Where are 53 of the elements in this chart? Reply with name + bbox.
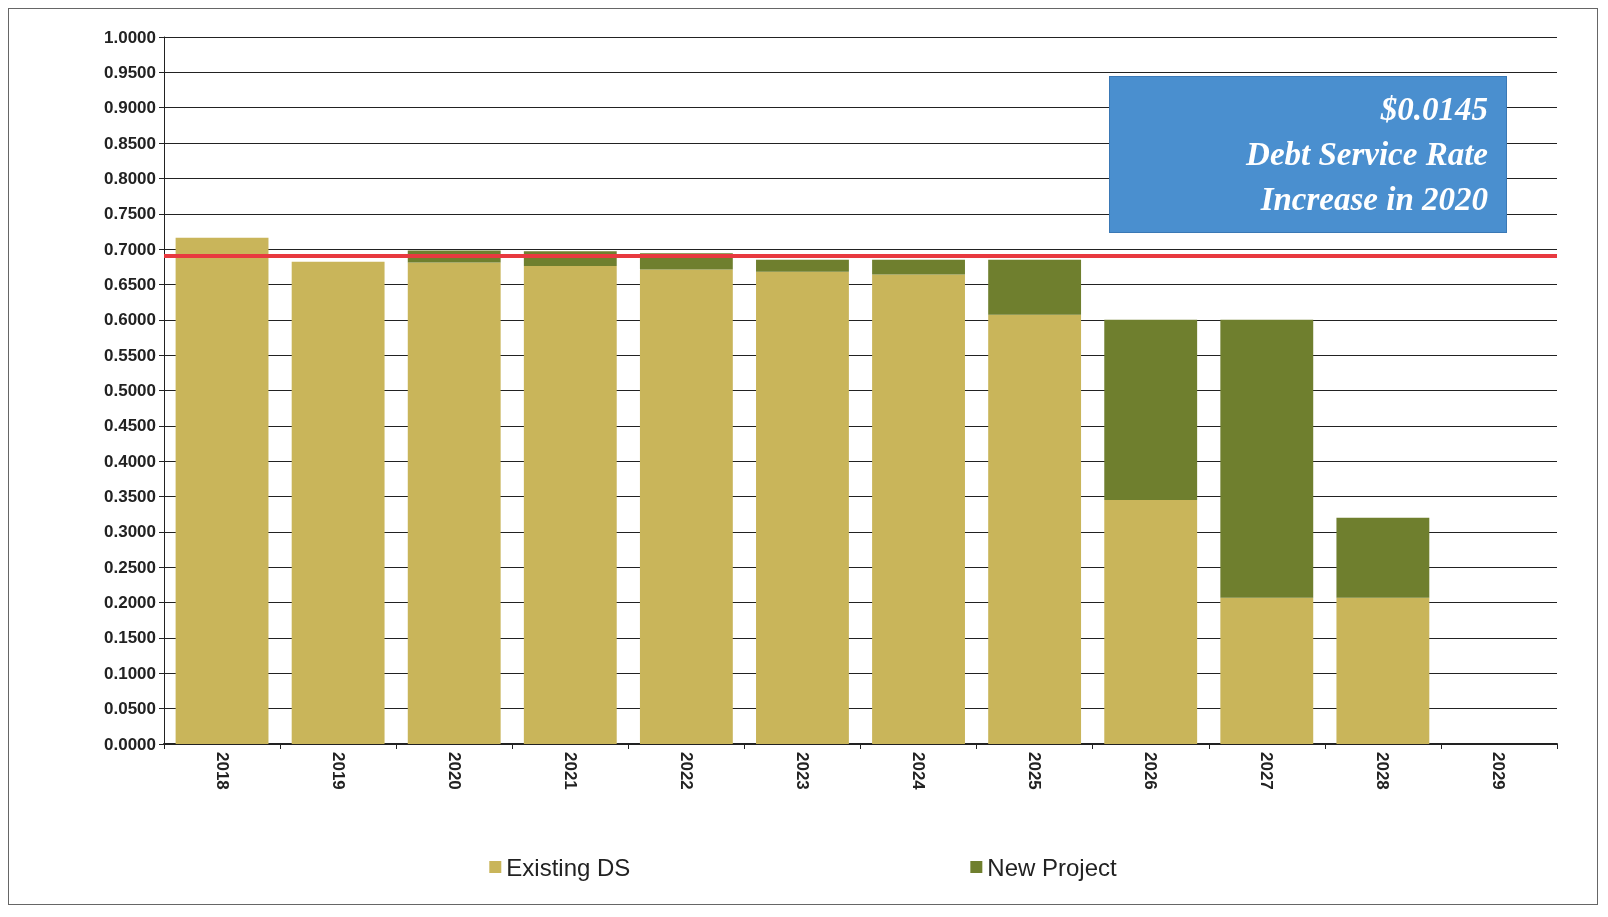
bar	[1336, 517, 1430, 598]
x-tick-label: 2022	[676, 752, 696, 790]
bar	[872, 259, 965, 275]
x-tick-label: 2023	[792, 752, 812, 790]
y-tick-label: 0.9500	[104, 62, 156, 82]
bar	[291, 261, 385, 744]
y-tick-label: 1.0000	[104, 27, 156, 47]
y-tick-label: 0.3000	[104, 522, 156, 542]
y-tick-label: 0.5500	[104, 345, 156, 365]
bar	[175, 237, 269, 744]
bar	[988, 259, 1082, 315]
bar	[523, 266, 617, 744]
y-tick-label: 0.8500	[104, 133, 156, 153]
bar	[407, 262, 501, 744]
x-tick-label: 2027	[1257, 752, 1277, 790]
bar	[756, 259, 849, 272]
bar	[1220, 319, 1314, 598]
x-tick-label: 2025	[1025, 752, 1045, 790]
y-tick-label: 0.6000	[104, 310, 156, 330]
bar	[639, 269, 733, 744]
x-tick-label: 2020	[444, 752, 464, 790]
legend-label: Existing DS	[506, 853, 631, 881]
x-tick-label: 2028	[1373, 752, 1393, 790]
bar	[1104, 319, 1198, 501]
y-tick-label: 0.3500	[104, 487, 156, 507]
bar	[1220, 597, 1314, 744]
x-tick-label: 2024	[909, 752, 929, 791]
legend-label: New Project	[987, 853, 1118, 881]
y-tick-label: 0.4000	[104, 451, 156, 471]
y-tick-label: 0.0500	[104, 699, 156, 719]
y-tick-label: 0.7500	[104, 204, 156, 224]
x-tick-label: 2018	[212, 752, 232, 790]
y-tick-label: 0.7000	[104, 239, 156, 259]
x-tick-label: 2021	[560, 752, 580, 790]
x-tick-label: 2029	[1489, 752, 1509, 790]
y-tick-label: 0.1500	[104, 628, 156, 648]
y-tick-label: 0.0000	[104, 734, 156, 754]
bar	[1336, 597, 1430, 744]
bar	[872, 274, 965, 744]
y-tick-label: 0.8000	[104, 168, 156, 188]
y-tick-label: 0.2500	[104, 557, 156, 577]
x-tick-label: 2019	[328, 752, 348, 790]
y-tick-label: 0.2000	[104, 593, 156, 613]
y-tick-label: 0.4500	[104, 416, 156, 436]
callout-box: $0.0145 Debt Service Rate Increase in 2020	[1109, 76, 1507, 233]
y-tick-label: 0.1000	[104, 663, 156, 683]
y-tick-label: 0.5000	[104, 381, 156, 400]
y-tick-label: 0.6500	[104, 274, 156, 294]
bar	[756, 271, 849, 744]
x-tick-label: 2026	[1141, 752, 1161, 790]
bar	[1104, 500, 1198, 744]
y-tick-label: 0.9000	[104, 98, 156, 118]
bar	[988, 314, 1082, 744]
